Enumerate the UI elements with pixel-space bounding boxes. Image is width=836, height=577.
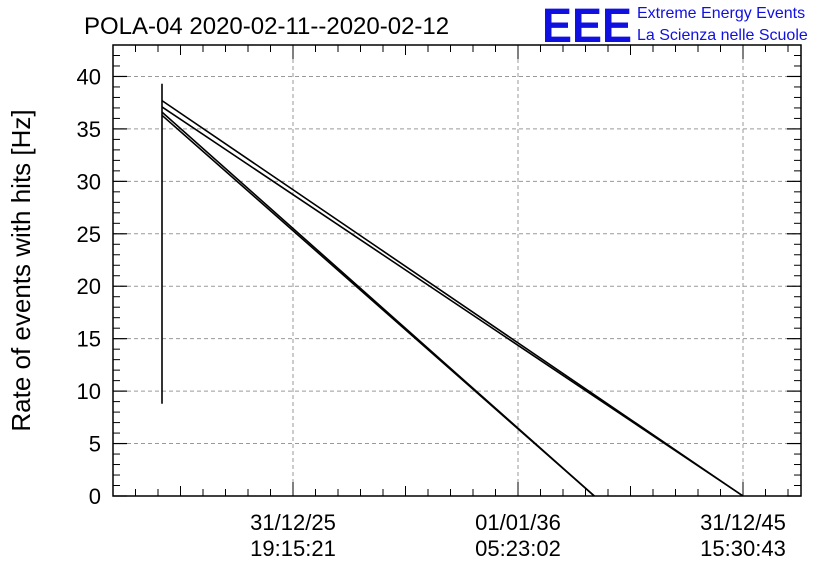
series-line	[161, 106, 744, 497]
eee-logo-line1: Extreme Energy Events	[637, 5, 805, 22]
y-tick-label: 25	[77, 222, 101, 247]
x-tick-label: 31/12/25	[250, 510, 336, 535]
y-tick-label: 35	[77, 117, 101, 142]
plot-frame	[112, 44, 802, 497]
eee-logo-line2: La Scienza nelle Scuole	[637, 27, 808, 44]
data-series	[161, 83, 744, 497]
y-tick-label: 30	[77, 169, 101, 194]
series-line	[161, 114, 595, 497]
x-tick-label: 01/01/36	[475, 510, 561, 535]
eee-logo: EEE Extreme Energy Events La Scienza nel…	[542, 0, 808, 53]
y-axis-label: Rate of events with hits [Hz]	[6, 109, 36, 431]
y-tick-label: 0	[89, 484, 101, 509]
y-tick-labels: 0 5 10 15 20 25 30 35 40	[77, 64, 101, 509]
series-line	[161, 99, 744, 497]
x-tick-label: 19:15:21	[250, 536, 336, 561]
y-tick-label: 40	[77, 64, 101, 89]
x-tick-label: 05:23:02	[475, 536, 561, 561]
y-tick-label: 20	[77, 274, 101, 299]
x-tick-label: 31/12/45	[700, 510, 786, 535]
y-tick-label: 10	[77, 379, 101, 404]
grid-lines	[113, 45, 801, 496]
eee-logo-mark: EEE	[542, 0, 632, 53]
y-tick-label: 5	[89, 432, 101, 457]
x-tick-label: 15:30:43	[700, 536, 786, 561]
chart-title: POLA-04 2020-02-11--2020-02-12	[84, 13, 449, 40]
y-tick-label: 15	[77, 327, 101, 352]
